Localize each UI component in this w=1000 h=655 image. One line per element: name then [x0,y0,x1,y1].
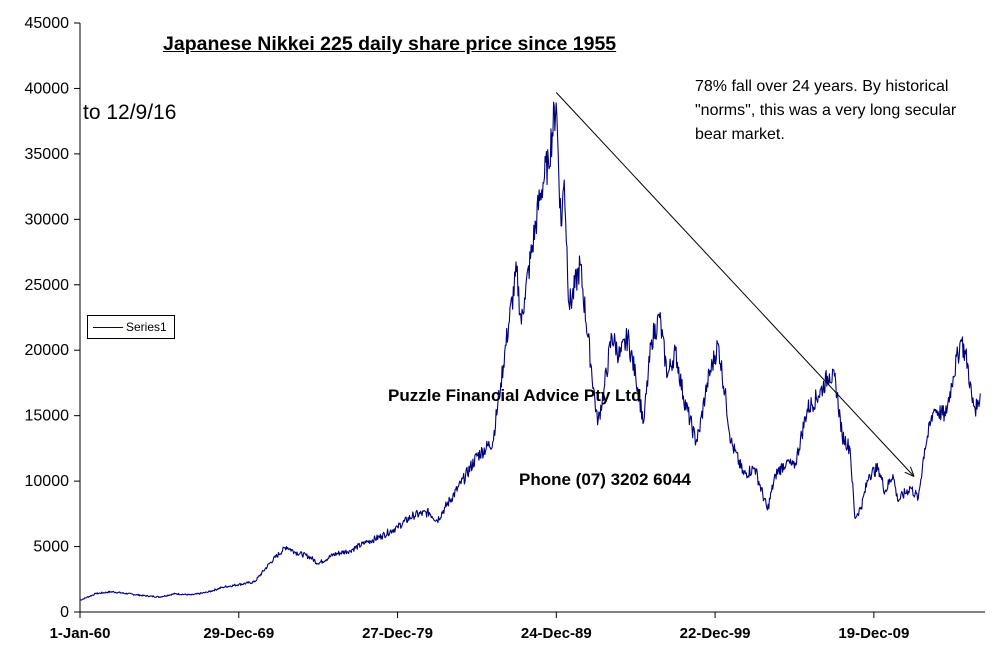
y-tick-label: 15000 [25,408,70,425]
trend-arrow [555,92,913,476]
y-tick-label: 25000 [25,277,70,294]
x-axis-ticks: 1-Jan-60 29-Dec-69 27-Dec-79 24-Dec-89 22-De… [50,612,909,642]
y-tick-label: 45000 [25,15,70,32]
series-group [79,101,981,601]
y-tick-label: 10000 [25,473,70,490]
phone-label: Phone (07) 3202 6044 [519,470,691,489]
x-tick-label: 1-Jan-60 [50,625,111,642]
trend-arrow-group [555,92,913,476]
legend-swatch [93,326,123,328]
y-tick-label: 5000 [33,539,69,556]
x-tick-label: 27-Dec-79 [362,625,433,642]
y-tick-label: 0 [60,604,69,621]
chart-title: Japanese Nikkei 225 daily share price si… [163,33,617,55]
y-axis-ticks: 0 5000 10000 15000 20000 25000 30000 35000 40000… [25,15,80,621]
legend-label-series1: Series1 [126,320,167,334]
x-tick-label: 22-Dec-99 [680,625,751,642]
y-tick-label: 35000 [25,146,70,163]
y-tick-label: 40000 [25,80,70,97]
company-label: Puzzle Financial Advice Pty Ltd [388,386,642,405]
y-tick-label: 20000 [25,342,70,359]
legend: Series1 [87,315,175,339]
bear-market-note: 78% fall over 24 years. By historical "n… [695,78,957,143]
y-tick-label: 30000 [25,211,70,228]
as-of-date-label: to 12/9/16 [83,101,177,124]
x-tick-label: 19-Dec-09 [838,625,909,642]
x-tick-label: 24-Dec-89 [521,625,592,642]
series-line-series1 [79,101,981,601]
x-tick-label: 29-Dec-69 [203,625,274,642]
